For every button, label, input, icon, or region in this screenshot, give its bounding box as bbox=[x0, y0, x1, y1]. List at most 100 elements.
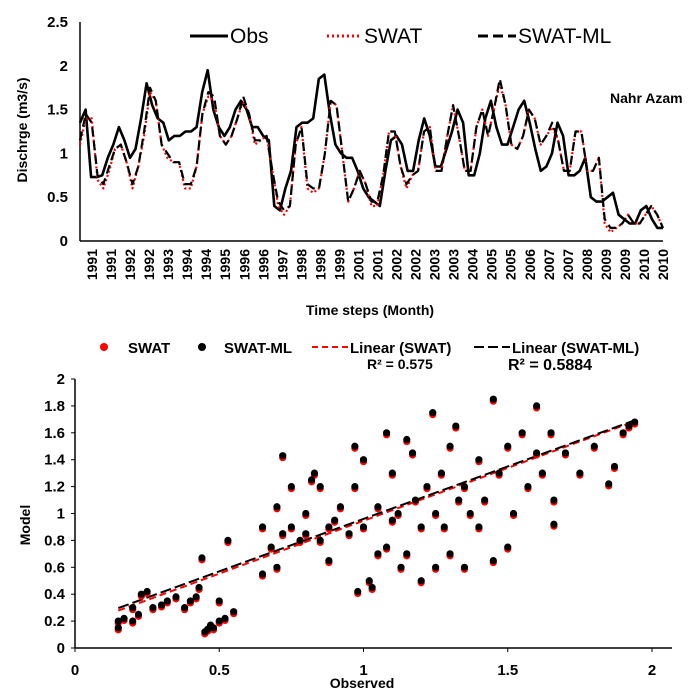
time-series-legend: Obs SWAT SWAT-ML bbox=[190, 25, 611, 48]
legend-swatml-dot bbox=[198, 343, 206, 351]
legend-swat-label: SWAT bbox=[364, 25, 422, 48]
point-swatml bbox=[440, 523, 448, 531]
x-tick-label: 1993 bbox=[160, 249, 176, 280]
point-swatml bbox=[351, 442, 359, 450]
x-tick-label: 2001 bbox=[370, 249, 386, 280]
point-swatml bbox=[296, 536, 304, 545]
x-tick-label: 2010 bbox=[636, 249, 652, 280]
point-swatml bbox=[267, 543, 275, 551]
point-swatml bbox=[273, 503, 281, 511]
point-swatml bbox=[382, 543, 391, 551]
x-tick-label: 2005 bbox=[484, 249, 500, 280]
x-tick-label: 1991 bbox=[103, 249, 119, 280]
time-series-x-label: Time steps (Month) bbox=[306, 302, 434, 318]
point-swatml bbox=[460, 563, 469, 571]
point-swatml bbox=[163, 597, 171, 605]
point-swatml bbox=[345, 530, 353, 538]
point-swatml bbox=[114, 617, 122, 625]
x-tick-label: 2006 bbox=[522, 249, 538, 280]
point-swatml bbox=[258, 570, 267, 578]
series-line-swat-ml bbox=[78, 77, 665, 229]
point-swatml bbox=[495, 469, 503, 477]
point-swatml bbox=[279, 452, 287, 460]
point-swatml bbox=[446, 442, 454, 450]
y-tick-label: 1.2 bbox=[44, 479, 65, 496]
legend-swatml-label: SWAT-ML bbox=[518, 25, 611, 48]
x-tick-label: 2007 bbox=[560, 249, 576, 280]
y-tick-label: 0.8 bbox=[44, 532, 65, 549]
x-tick-label: 1992 bbox=[141, 249, 157, 280]
time-series-y-ticks: 0 0.5 1 1.5 2 2.5 bbox=[47, 14, 68, 250]
y-tick-label: 0.6 bbox=[44, 559, 65, 576]
point-swatml bbox=[316, 483, 324, 491]
y-tick-label: 2 bbox=[57, 371, 65, 388]
point-swatml bbox=[631, 418, 639, 426]
point-swatml bbox=[411, 496, 420, 504]
point-swatml bbox=[446, 550, 454, 558]
point-swatml bbox=[120, 614, 128, 623]
point-swatml bbox=[408, 449, 417, 457]
y-tick-label: 1.8 bbox=[44, 398, 65, 415]
point-swatml bbox=[403, 550, 411, 558]
point-swatml bbox=[518, 429, 526, 437]
scatter-trendlines bbox=[117, 419, 636, 612]
point-swatml bbox=[504, 442, 512, 450]
point-swatml bbox=[195, 583, 203, 592]
point-swatml bbox=[137, 590, 145, 598]
point-swatml bbox=[143, 587, 151, 596]
scatter-chart: 0 0.2 0.4 0.6 0.8 1 1.2 1.4 1.6 1.8 2 0 0.5 1 1.5 2 Mo… bbox=[17, 340, 672, 690]
point-swatml bbox=[354, 587, 362, 596]
point-swatml bbox=[432, 563, 440, 571]
x-tick-label: 2002 bbox=[408, 249, 424, 280]
point-swatml bbox=[273, 563, 281, 571]
point-swatml bbox=[437, 469, 445, 477]
scatter-x-label: Observed bbox=[330, 675, 395, 690]
r2-swatml: R² = 0.5884 bbox=[508, 357, 592, 374]
point-swatml bbox=[394, 509, 402, 518]
x-tick-label: 2002 bbox=[389, 249, 405, 280]
y-tick-label: 1 bbox=[57, 506, 65, 523]
x-tick-label: 1998 bbox=[312, 249, 328, 280]
point-swatml bbox=[368, 583, 376, 592]
point-swatml bbox=[590, 442, 598, 450]
y-tick-label: 2 bbox=[60, 58, 68, 75]
point-swatml bbox=[429, 409, 437, 417]
time-series-lines bbox=[78, 68, 665, 234]
y-tick-label: 0.2 bbox=[44, 613, 65, 630]
x-tick-label: 2009 bbox=[598, 249, 614, 280]
y-tick-label: 1.4 bbox=[44, 452, 66, 469]
y-tick-label: 1.5 bbox=[47, 102, 68, 119]
point-swatml bbox=[509, 509, 518, 518]
y-tick-label: 0.5 bbox=[47, 189, 68, 206]
legend-linear-swat-text: Linear (SWAT) bbox=[350, 340, 451, 357]
point-swatml bbox=[359, 456, 368, 464]
time-series-y-label: Dischrge (m3/s) bbox=[14, 77, 30, 182]
legend-swatml-text: SWAT-ML bbox=[224, 340, 292, 357]
point-swatml bbox=[550, 520, 558, 528]
x-tick-label: 2 bbox=[648, 662, 656, 679]
point-swatml bbox=[432, 509, 440, 518]
x-tick-label: 2007 bbox=[541, 249, 557, 280]
scatter-x-ticks: 0 0.5 1 1.5 2 bbox=[71, 648, 656, 679]
point-swatml bbox=[134, 610, 143, 618]
scatter-legend: SWAT SWAT-ML Linear (SWAT) Linear (SWAT-… bbox=[100, 340, 639, 374]
y-tick-label: 0.4 bbox=[44, 586, 66, 603]
point-swatml bbox=[397, 563, 405, 571]
x-tick-label: 1994 bbox=[198, 249, 214, 280]
legend-linear-swatml-text: Linear (SWAT-ML) bbox=[512, 340, 639, 357]
point-swatml bbox=[561, 449, 570, 457]
x-tick-label: 1999 bbox=[331, 249, 347, 280]
point-swatml bbox=[287, 523, 295, 531]
point-swatml bbox=[279, 530, 287, 538]
point-swatml bbox=[403, 435, 411, 444]
x-tick-label: 1992 bbox=[122, 249, 138, 280]
point-swatml bbox=[192, 593, 200, 601]
point-swatml bbox=[417, 523, 425, 531]
series-line-swat bbox=[78, 82, 665, 234]
point-swatml bbox=[186, 597, 194, 605]
point-swatml bbox=[149, 604, 157, 612]
x-tick-label: 1995 bbox=[217, 249, 233, 280]
x-tick-label: 2001 bbox=[350, 249, 366, 280]
point-swatml bbox=[374, 550, 382, 558]
point-swatml bbox=[452, 422, 460, 430]
